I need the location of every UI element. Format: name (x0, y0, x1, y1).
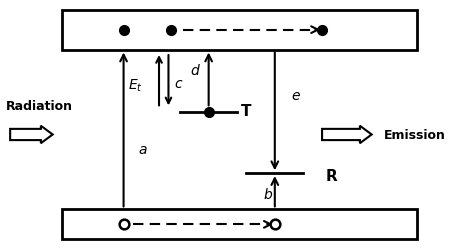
FancyArrow shape (322, 126, 372, 144)
Bar (62, 210, 417, 239)
Text: Emission: Emission (383, 128, 446, 141)
Text: c: c (174, 77, 182, 91)
FancyArrow shape (10, 126, 53, 144)
Text: e: e (292, 88, 301, 102)
Text: R: R (326, 168, 337, 184)
Text: $E_t$: $E_t$ (128, 77, 143, 94)
Text: a: a (138, 143, 147, 157)
Text: Radiation: Radiation (5, 100, 73, 113)
Text: d: d (190, 63, 199, 77)
Text: b: b (264, 188, 272, 202)
Text: T: T (241, 104, 252, 119)
Bar (62, 11, 417, 51)
